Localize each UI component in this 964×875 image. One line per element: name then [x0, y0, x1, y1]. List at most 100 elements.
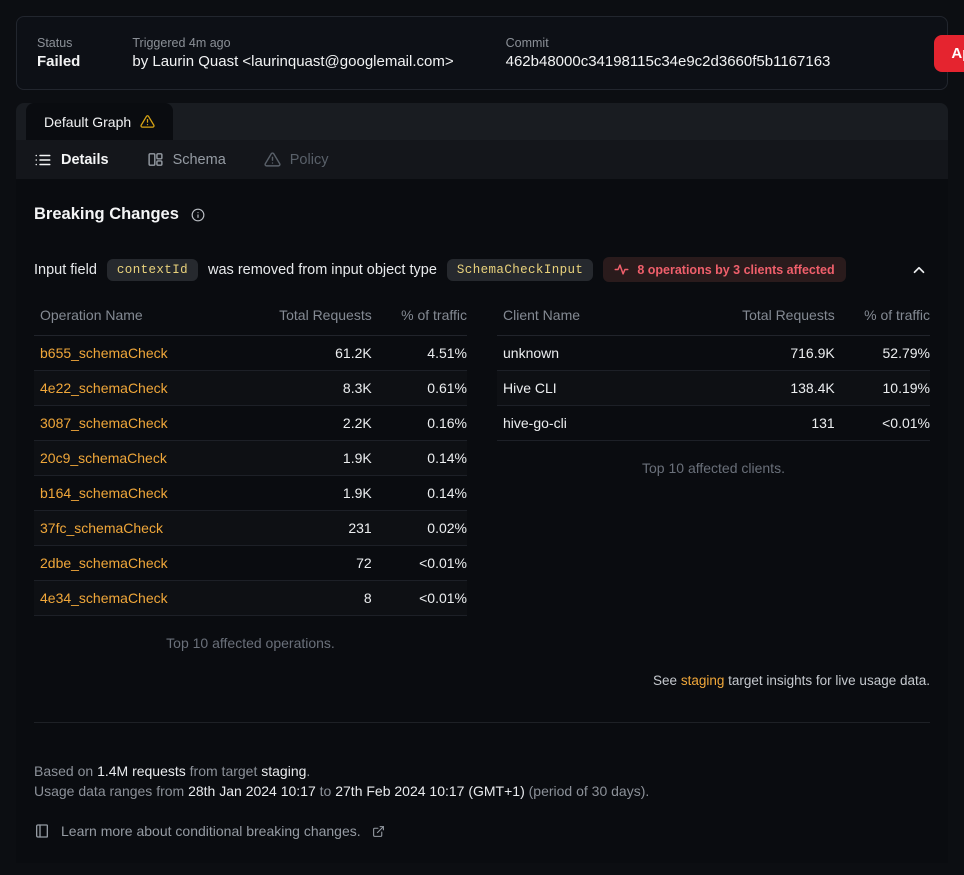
insights-prefix: See [653, 673, 681, 688]
col-total-requests: Total Requests [233, 307, 372, 336]
tab-policy-label: Policy [289, 151, 329, 168]
operation-requests: 61.2K [233, 335, 372, 371]
table-row: Hive CLI 138.4K 10.19% [497, 370, 930, 406]
usage-summary-line1: Based on 1.4M requests from target stagi… [34, 761, 930, 781]
operation-traffic: 0.14% [371, 440, 467, 476]
list-icon [34, 151, 52, 169]
pulse-icon [614, 262, 629, 277]
breaking-changes-header: Breaking Changes [34, 205, 930, 224]
col-operation-name: Operation Name [34, 307, 234, 336]
client-name: unknown [497, 335, 697, 371]
footer-divider [34, 722, 930, 723]
operation-traffic: 4.51% [371, 335, 467, 371]
status-block: Status Failed [37, 36, 80, 70]
insights-note: See staging target insights for live usa… [34, 673, 930, 688]
client-requests: 138.4K [696, 370, 835, 406]
staging-insights-link[interactable]: staging [680, 673, 725, 688]
clients-caption: Top 10 affected clients. [642, 460, 785, 476]
client-traffic: <0.01% [834, 405, 930, 441]
learn-more-link[interactable]: Learn more about conditional breaking ch… [61, 823, 361, 839]
table-row: 4e34_schemaCheck 8 <0.01% [34, 580, 467, 616]
client-traffic: 10.19% [834, 370, 930, 406]
operations-header-row: Operation Name Total Requests % of traff… [34, 307, 467, 336]
status-value: Failed [37, 53, 81, 70]
triggered-label: Triggered 4m ago [132, 36, 231, 50]
warning-icon [140, 114, 155, 129]
client-name: hive-go-cli [497, 405, 697, 441]
subtab-row: Details Schema [16, 140, 948, 179]
table-row: hive-go-cli 131 <0.01% [497, 405, 930, 441]
tab-default-graph[interactable]: Default Graph [26, 103, 174, 140]
operation-link[interactable]: 37fc_schemaCheck [40, 520, 163, 536]
operation-requests: 8 [233, 580, 372, 616]
operation-link[interactable]: 3087_schemaCheck [40, 415, 168, 431]
check-header-card: Status Failed Triggered 4m ago by Laurin… [16, 16, 964, 90]
book-icon [34, 823, 50, 839]
graph-tab-strip: Default Graph [16, 103, 948, 140]
affected-operations-badge[interactable]: 8 operations by 3 clients affected [603, 257, 846, 282]
affected-tables: Operation Name Total Requests % of traff… [34, 307, 930, 651]
chevron-up-icon[interactable] [908, 259, 930, 281]
warning-triangle-icon [264, 151, 281, 168]
commit-block: Commit 462b48000c34198115c34e9c2d3660f5b… [506, 36, 831, 70]
usage-summary: Based on 1.4M requests from target stagi… [34, 761, 930, 801]
change-prefix: Input field [34, 261, 97, 278]
commit-hash: 462b48000c34198115c34e9c2d3660f5b1167163 [505, 53, 831, 70]
table-row: 37fc_schemaCheck 231 0.02% [34, 510, 467, 546]
approve-button[interactable]: Approve [934, 34, 964, 72]
table-row: 4e22_schemaCheck 8.3K 0.61% [34, 370, 467, 406]
based-prefix: Based on [34, 763, 98, 779]
col-pct-traffic: % of traffic [371, 307, 467, 336]
date-from: 28th Jan 2024 10:17 [188, 783, 316, 799]
col-total-requests: Total Requests [696, 307, 835, 336]
operation-link[interactable]: b655_schemaCheck [40, 345, 168, 361]
clients-table: Client Name Total Requests % of traffic … [497, 307, 930, 441]
affected-badge-label: 8 operations by 3 clients affected [637, 262, 835, 277]
operation-traffic: 0.16% [371, 405, 467, 441]
operation-traffic: 0.02% [371, 510, 467, 546]
client-name: Hive CLI [497, 370, 697, 406]
commit-label: Commit [505, 36, 549, 50]
tab-policy[interactable]: Policy [264, 151, 329, 168]
status-label: Status [37, 36, 73, 50]
tab-details-label: Details [61, 151, 109, 168]
field-code-badge: contextId [106, 258, 199, 281]
tabs-section: Default Graph Details [16, 103, 948, 863]
triggered-block: Triggered 4m ago by Laurin Quast <laurin… [132, 36, 453, 70]
details-panel: Breaking Changes Input field contextId w… [16, 179, 948, 863]
operation-link[interactable]: 4e22_schemaCheck [40, 380, 168, 396]
insights-suffix: target insights for live usage data. [724, 673, 930, 688]
col-client-name: Client Name [497, 307, 697, 336]
breaking-change-accordion[interactable]: Input field contextId was removed from i… [34, 257, 930, 282]
tab-schema[interactable]: Schema [147, 151, 226, 168]
operation-link[interactable]: 4e34_schemaCheck [40, 590, 168, 606]
client-requests: 131 [696, 405, 835, 441]
tab-details[interactable]: Details [34, 151, 109, 169]
operation-requests: 1.9K [233, 440, 372, 476]
operation-requests: 8.3K [233, 370, 372, 406]
operation-requests: 231 [233, 510, 372, 546]
operation-link[interactable]: b164_schemaCheck [40, 485, 168, 501]
operation-traffic: 0.14% [371, 475, 467, 511]
usage-summary-line2: Usage data ranges from 28th Jan 2024 10:… [34, 781, 930, 801]
target-name: staging [261, 763, 307, 779]
info-icon[interactable] [191, 208, 205, 222]
tab-schema-label: Schema [172, 151, 226, 168]
columns-icon [147, 151, 164, 168]
table-row: 2dbe_schemaCheck 72 <0.01% [34, 545, 467, 581]
operation-requests: 72 [233, 545, 372, 581]
operations-table-block: Operation Name Total Requests % of traff… [34, 307, 467, 651]
table-row: unknown 716.9K 52.79% [497, 335, 930, 371]
graph-tab-label: Default Graph [44, 113, 132, 130]
operations-table: Operation Name Total Requests % of traff… [34, 307, 467, 616]
operation-traffic: <0.01% [371, 545, 467, 581]
range-suffix: (period of 30 days). [524, 783, 650, 799]
operation-link[interactable]: 2dbe_schemaCheck [40, 555, 168, 571]
operation-link[interactable]: 20c9_schemaCheck [40, 450, 167, 466]
to-word: to [315, 783, 336, 799]
operations-caption: Top 10 affected operations. [166, 635, 335, 651]
requests-count: 1.4M requests [97, 763, 186, 779]
triggered-author: by Laurin Quast <laurinquast@googlemail.… [132, 53, 454, 70]
learn-more-row[interactable]: Learn more about conditional breaking ch… [34, 823, 930, 839]
